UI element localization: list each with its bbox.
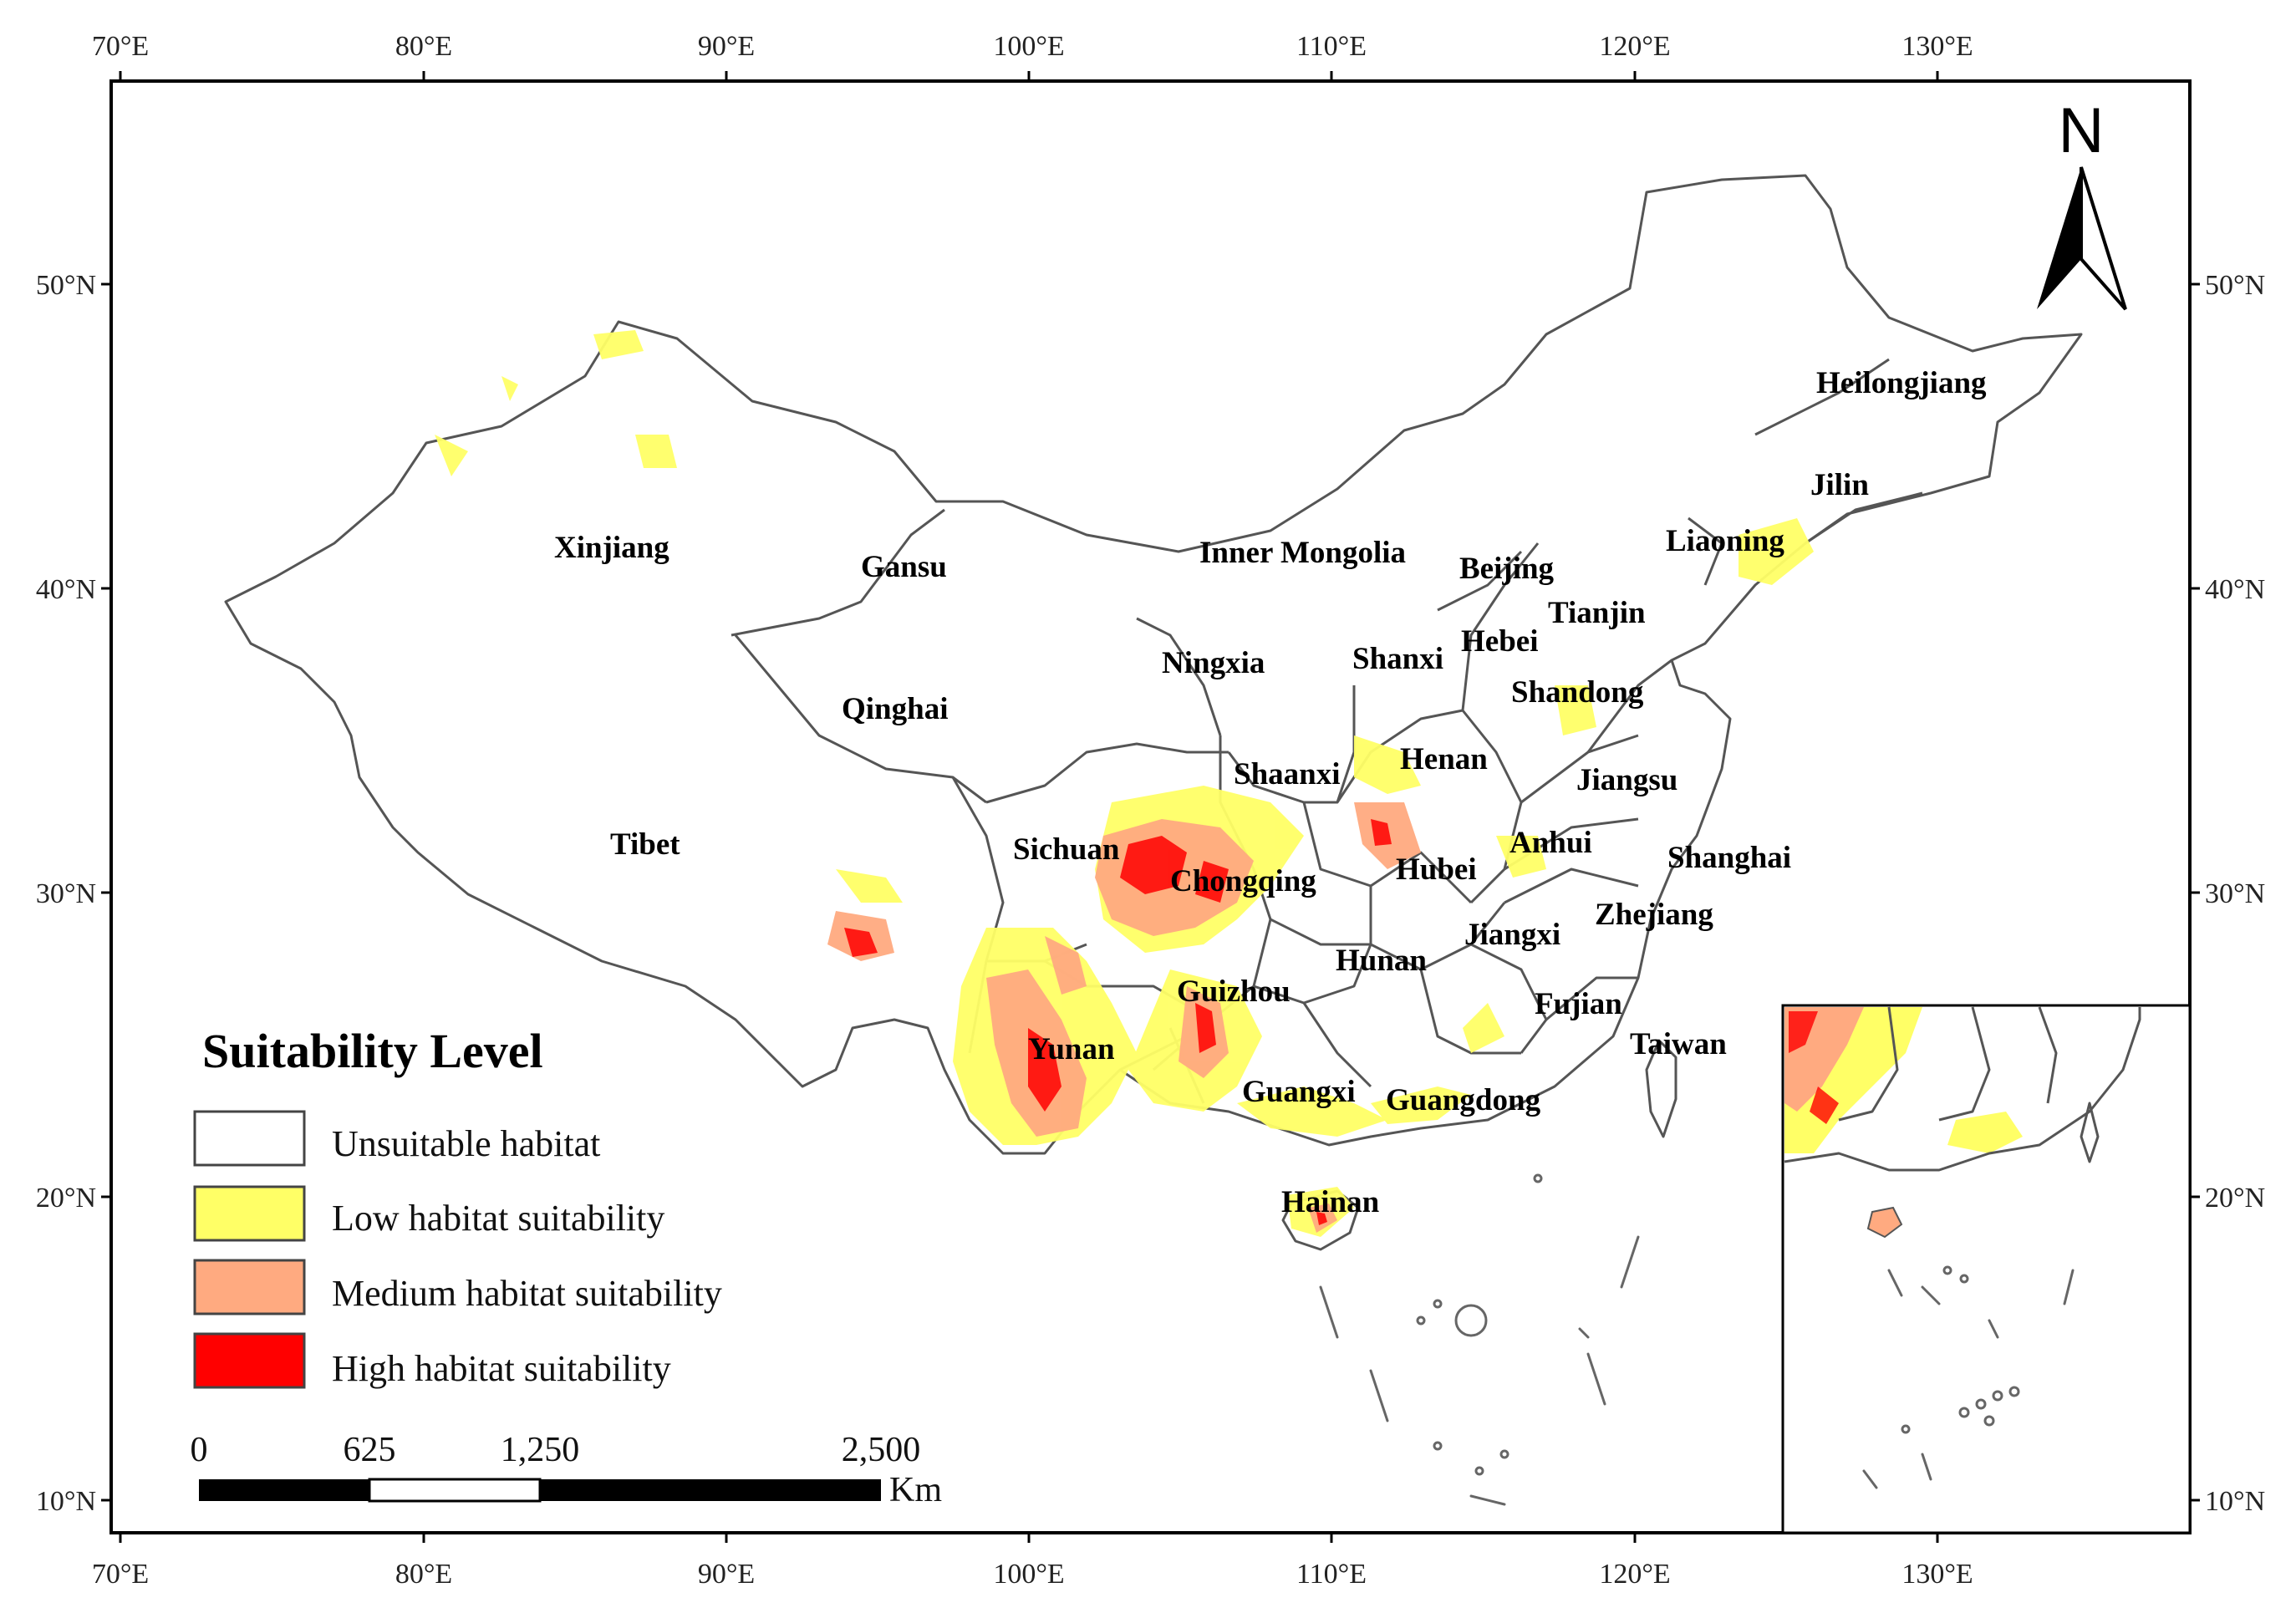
tick-label: 120°E: [1599, 31, 1670, 62]
scale-unit: Km: [889, 1471, 942, 1509]
tick-label: 110°E: [1296, 31, 1367, 62]
tick-label: 130°E: [1901, 1559, 1973, 1590]
scale-tick-label: 2,500: [842, 1431, 921, 1469]
province-label: Sichuan: [1013, 832, 1120, 867]
province-label: Shanghai: [1667, 841, 1791, 875]
province-label: Fujian: [1535, 987, 1622, 1021]
axis-labels-right: 50°N 40°N 30°N 20°N 10°N: [2205, 270, 2265, 1517]
province-label: Henan: [1400, 742, 1488, 776]
province-label: Hebei: [1461, 624, 1538, 659]
tick-label: 100°E: [993, 31, 1064, 62]
tick-label: 70°E: [92, 31, 149, 62]
tick-label: 80°E: [395, 1559, 452, 1590]
province-label: Jiangsu: [1576, 763, 1677, 797]
province-label: Anhui: [1509, 826, 1592, 860]
tick-label: 90°E: [698, 31, 755, 62]
tick-label: 80°E: [395, 31, 452, 62]
china-outline: [224, 174, 2083, 1155]
south-china-sea-islands: [1319, 1173, 1640, 1506]
legend: Suitability Level Unsuitable habitat Low…: [193, 1024, 722, 1389]
tick-label: 100°E: [993, 1559, 1064, 1590]
province-label: Shanxi: [1352, 642, 1443, 676]
province-label: Tianjin: [1548, 596, 1646, 630]
suitability-high: [844, 819, 1392, 1225]
axis-labels-left: 50°N 40°N 30°N 20°N 10°N: [36, 270, 96, 1517]
province-label: Yunan: [1028, 1032, 1115, 1066]
legend-swatch-low: [193, 1185, 306, 1242]
tick-label: 10°N: [36, 1486, 96, 1517]
province-label: Shandong: [1511, 675, 1644, 710]
north-label: N: [2059, 95, 2105, 166]
province-label: Guizhou: [1177, 974, 1291, 1009]
tick-label: 40°N: [36, 574, 96, 605]
province-label: Taiwan: [1630, 1027, 1727, 1061]
axis-labels-bottom: 70°E 80°E 90°E 100°E 110°E 120°E 130°E: [92, 1559, 1973, 1590]
province-label: Hainan: [1281, 1185, 1380, 1219]
north-arrow: N: [2037, 95, 2127, 311]
tick-label: 70°E: [92, 1559, 149, 1590]
province-label: Xinjiang: [554, 531, 669, 565]
legend-label: Unsuitable habitat: [332, 1123, 600, 1164]
province-label: Shaanxi: [1234, 757, 1341, 791]
tick-label: 50°N: [36, 270, 96, 301]
province-label: Zhejiang: [1595, 898, 1713, 932]
province-label: Ningxia: [1162, 646, 1265, 680]
province-label: Chongqing: [1170, 864, 1316, 898]
tick-label: 40°N: [2205, 574, 2265, 605]
scale-bar: 0 625 1,250 2,500 Km: [191, 1431, 943, 1509]
legend-label: Low habitat suitability: [332, 1198, 664, 1239]
legend-label: Medium habitat suitability: [332, 1273, 722, 1314]
axis-labels-top: 70°E 80°E 90°E 100°E 110°E 120°E 130°E: [92, 31, 1973, 62]
province-labels: Heilongjiang Jilin Liaoning Xinjiang Gan…: [554, 366, 1987, 1219]
tick-label: 90°E: [698, 1559, 755, 1590]
scale-tick-label: 1,250: [501, 1431, 580, 1469]
province-label: Liaoning: [1666, 524, 1784, 558]
province-label: Tibet: [610, 827, 680, 862]
tick-label: 20°N: [2205, 1183, 2265, 1214]
province-label: Beijing: [1459, 552, 1555, 586]
tick-label: 20°N: [36, 1183, 96, 1214]
tick-label: 30°N: [36, 878, 96, 909]
province-label: Hubei: [1396, 852, 1477, 887]
tick-label: 30°N: [2205, 878, 2265, 909]
legend-label: High habitat suitability: [332, 1348, 671, 1389]
province-label: Jilin: [1810, 468, 1869, 502]
scale-tick-label: 625: [344, 1431, 396, 1469]
province-label: Inner Mongolia: [1199, 536, 1406, 570]
province-label: Guangdong: [1386, 1083, 1541, 1117]
north-arrow-icon: [2037, 167, 2081, 309]
legend-title: Suitability Level: [202, 1024, 543, 1078]
tick-marks: [101, 71, 2200, 1543]
tick-label: 10°N: [2205, 1486, 2265, 1517]
province-label: Guangxi: [1242, 1075, 1356, 1109]
inset-frame: [1781, 1004, 2192, 1534]
province-label: Heilongjiang: [1816, 366, 1987, 400]
inset-map: [1781, 1004, 2192, 1534]
province-label: Jiangxi: [1464, 918, 1560, 952]
province-label: Gansu: [861, 550, 947, 584]
province-label: Qinghai: [842, 692, 949, 726]
tick-label: 120°E: [1599, 1559, 1670, 1590]
legend-swatch-high: [193, 1332, 306, 1389]
taiwan-outline: [1645, 1039, 1677, 1138]
legend-swatch-medium: [193, 1259, 306, 1315]
tick-label: 50°N: [2205, 270, 2265, 301]
legend-swatch-unsuitable: [193, 1110, 306, 1167]
province-label: Hunan: [1336, 944, 1427, 978]
tick-label: 110°E: [1296, 1559, 1367, 1590]
tick-label: 130°E: [1901, 31, 1973, 62]
scale-tick-label: 0: [191, 1431, 208, 1469]
